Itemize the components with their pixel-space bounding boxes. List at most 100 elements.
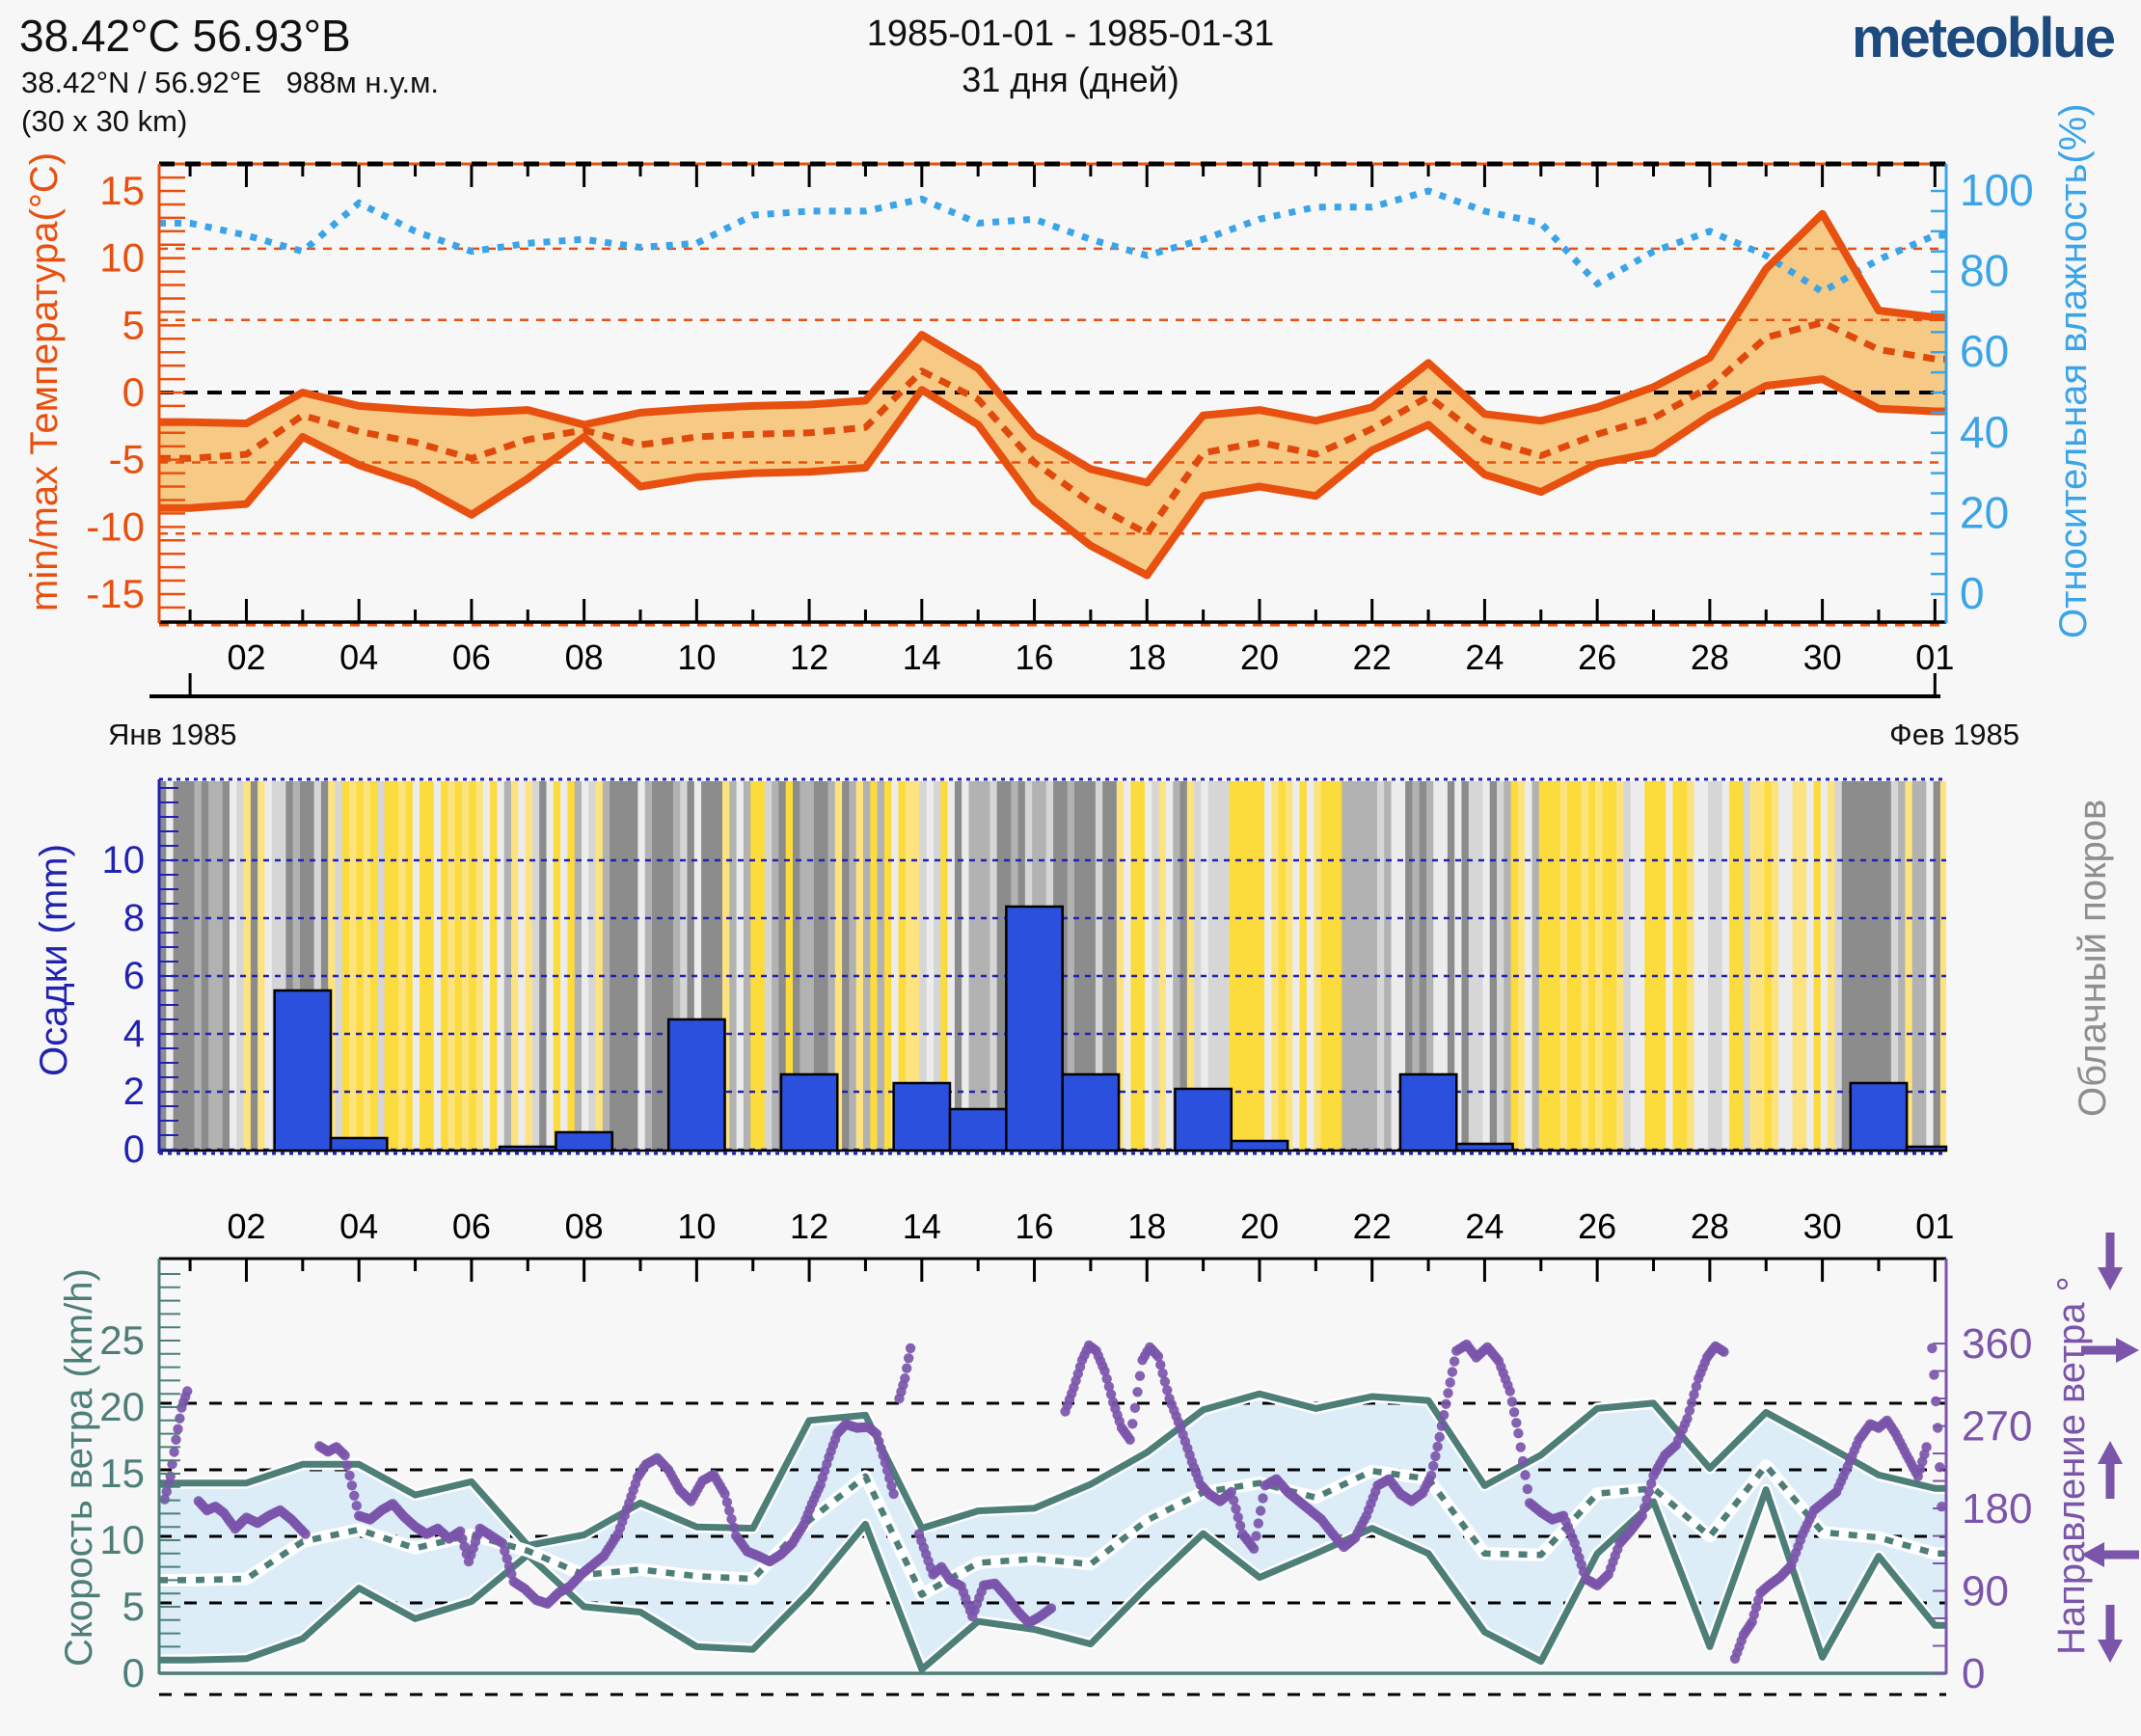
humidity-tick-label: 80 (1960, 246, 2009, 296)
cloud-stripe (1314, 781, 1322, 1152)
cloud-stripe (595, 781, 604, 1152)
path (2098, 1441, 2123, 1464)
temp-tick-label: 0 (122, 369, 145, 415)
cloud-stripe (1405, 781, 1413, 1152)
cloud-stripe (764, 781, 772, 1152)
precipitation-bar (666, 1017, 726, 1153)
cloud-stripe (1841, 781, 1850, 1152)
cloud-stripe (1271, 781, 1280, 1152)
cloud-stripe (257, 781, 266, 1152)
cloud-stripe (377, 781, 386, 1152)
cloud-stripe (1785, 781, 1794, 1152)
cloud-stripe (870, 781, 879, 1152)
cloud-stripe (1194, 781, 1202, 1152)
cloud-stripe (426, 781, 435, 1152)
cloud-stripe (1426, 781, 1434, 1152)
day-label: 24 (1465, 637, 1504, 677)
cloud-stripe (230, 781, 237, 1152)
cloud-stripe (1384, 781, 1393, 1152)
cloud-stripe (1440, 781, 1449, 1152)
cloud-stripe (1749, 781, 1758, 1152)
cloud-stripe (243, 781, 252, 1152)
min-temp-line (159, 375, 1946, 580)
location-coordinates: 38.42°N / 56.92°E 988м н.у.м. (21, 66, 440, 99)
cloud-stripe (588, 781, 597, 1152)
direction-dot (881, 1465, 893, 1476)
direction-dot (1432, 1441, 1443, 1452)
direction-dot (1231, 1504, 1241, 1514)
cloud-stripe (1679, 781, 1688, 1152)
cloud-stripe (1700, 781, 1709, 1152)
path (2098, 1267, 2123, 1290)
cloud-stripe (1581, 781, 1589, 1152)
cloud-stripe (335, 781, 343, 1152)
cloud-stripe (1286, 781, 1293, 1152)
cloud-stripe (236, 781, 245, 1152)
day-label: 08 (565, 1207, 604, 1246)
cloud-stripe (271, 781, 280, 1152)
cloud-stripe (1567, 781, 1575, 1152)
cloud-stripe (1862, 781, 1871, 1152)
wind-tick-label: 15 (99, 1451, 145, 1496)
precip-tick-label: 6 (123, 955, 145, 997)
direction-dot (506, 1568, 517, 1580)
direction-dot (351, 1501, 362, 1511)
cloud-stripe (208, 781, 216, 1152)
direction-dot (1127, 1419, 1138, 1429)
cloud-stripe (250, 781, 258, 1152)
cloud-stripe (1229, 781, 1237, 1152)
direction-dot (459, 1541, 470, 1552)
direction-dot (1441, 1398, 1451, 1410)
cloud-stripe (1911, 781, 1920, 1152)
direction-dot (1438, 1410, 1450, 1421)
direction-dot (905, 1343, 916, 1354)
precipitation-bar (1905, 1145, 1948, 1153)
cloud-stripe (708, 781, 717, 1152)
direction-dot (1430, 1451, 1441, 1462)
day-label: 26 (1578, 1207, 1616, 1246)
cloud-stripe (778, 781, 787, 1152)
direction-tick-label: 0 (1962, 1650, 1985, 1697)
direction-dot (1428, 1460, 1439, 1472)
cloud-stripe (1433, 781, 1442, 1152)
cloud-stripe (652, 781, 660, 1152)
wind-direction-right-arrow-icon (2081, 1338, 2139, 1363)
direction-dot (161, 1486, 172, 1497)
month-start-label: Янв 1985 (108, 718, 237, 751)
direction-dot (1643, 1486, 1655, 1497)
cloud-stripe (1672, 781, 1681, 1152)
cloud-stripe (940, 781, 949, 1152)
cloud-stripe (1559, 781, 1568, 1152)
cloud-stripe (518, 781, 527, 1152)
direction-dot (886, 1480, 897, 1492)
cloud-stripe (1060, 781, 1069, 1152)
direction-dot (1511, 1418, 1522, 1428)
cloud-stripe (1644, 781, 1653, 1152)
cloud-stripe (665, 781, 674, 1152)
cloud-stripe (173, 781, 181, 1152)
precipitation-bar (555, 1130, 614, 1153)
wind-tick-label: 10 (99, 1517, 145, 1562)
temp-tick-label: 10 (99, 235, 145, 281)
cloud-stripe (1124, 781, 1131, 1152)
cloud-stripe (1335, 781, 1342, 1152)
humidity-tick-label: 20 (1960, 487, 2009, 537)
wind-tick-label: 20 (99, 1384, 145, 1429)
cloud-stripe (1461, 781, 1470, 1152)
cloud-stripe (1158, 781, 1167, 1152)
cloud-stripe (1574, 781, 1583, 1152)
cloud-stripe (341, 781, 350, 1152)
cloud-stripe (793, 781, 800, 1152)
direction-dot (175, 1413, 185, 1424)
cloud-stripe (1743, 781, 1751, 1152)
humidity-line (159, 187, 1946, 296)
precipitation-bar (273, 989, 333, 1153)
cloud-stripe (842, 781, 850, 1152)
cloud-stripe (1250, 781, 1259, 1152)
cloud-stripe (883, 781, 892, 1152)
cloud-stripe (159, 781, 167, 1152)
cloud-stripe (772, 781, 779, 1152)
cloud-stripe (715, 781, 723, 1152)
day-label: 12 (790, 1207, 828, 1246)
